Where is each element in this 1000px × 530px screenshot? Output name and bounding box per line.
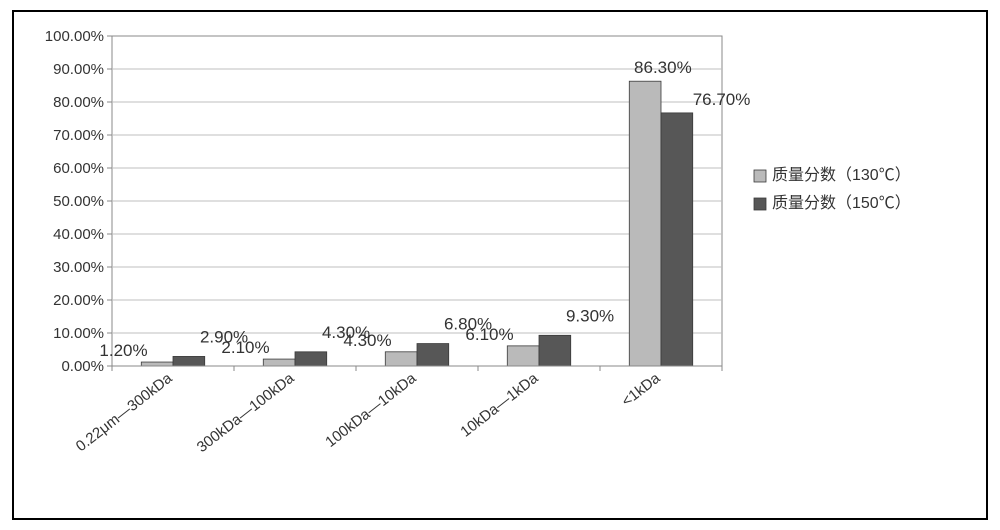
y-tick-label: 20.00% — [53, 292, 104, 309]
y-tick-label: 30.00% — [53, 259, 104, 276]
bar — [661, 113, 693, 366]
x-category-label: <1kDa — [618, 369, 663, 410]
bar-label: 6.10% — [465, 325, 513, 344]
y-tick-label: 40.00% — [53, 226, 104, 243]
bar — [263, 359, 295, 366]
chart-frame: 0.00% 10.00% 20.00% 30.00% 40.00% 50.00% 60.00… — [12, 10, 988, 520]
bar — [385, 352, 417, 366]
legend-label: 质量分数（150℃） — [772, 194, 911, 212]
legend-swatch — [754, 198, 766, 210]
bar — [295, 352, 327, 366]
y-tick-label: 90.00% — [53, 61, 104, 78]
bar-label: 1.20% — [99, 341, 147, 360]
bar — [507, 346, 539, 366]
bar-label: 9.30% — [566, 306, 614, 325]
bar — [141, 362, 173, 366]
y-tick-label: 10.00% — [53, 325, 104, 342]
y-tick-label: 80.00% — [53, 94, 104, 111]
bar — [417, 344, 449, 366]
bar — [539, 335, 571, 366]
y-tick-label: 60.00% — [53, 160, 104, 177]
bar-label: 4.30% — [343, 331, 391, 350]
chart: 0.00% 10.00% 20.00% 30.00% 40.00% 50.00% 60.00… — [34, 30, 970, 504]
legend-swatch — [754, 170, 766, 182]
x-category-label: 10kDa—1kDa — [457, 369, 542, 440]
x-category-label: 300kDa—100kDa — [194, 369, 298, 456]
chart-svg: 0.00% 10.00% 20.00% 30.00% 40.00% 50.00% 60.00… — [34, 30, 970, 504]
bar-label: 2.10% — [221, 338, 269, 357]
bar — [173, 356, 205, 366]
y-tick-label: 0.00% — [61, 358, 104, 375]
y-tick-label: 100.00% — [45, 30, 104, 45]
bar — [629, 81, 661, 366]
y-tick-label: 50.00% — [53, 193, 104, 210]
x-category-label: 0.22μm—300kDa — [73, 369, 176, 455]
y-tick-label: 70.00% — [53, 127, 104, 144]
bar-label: 76.70% — [693, 90, 751, 109]
legend-label: 质量分数（130℃） — [772, 166, 911, 184]
x-category-label: 100kDa—10kDa — [322, 369, 420, 451]
bar-label: 86.30% — [634, 58, 692, 77]
